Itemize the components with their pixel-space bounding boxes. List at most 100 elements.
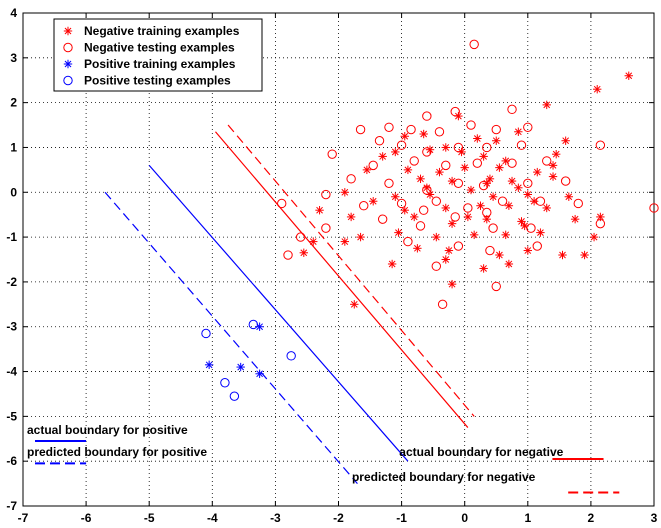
data-point-star [476, 201, 485, 210]
data-point-circle [463, 203, 473, 213]
data-point-star [441, 203, 450, 213]
y-tick-label: 0 [10, 185, 17, 199]
y-tick-label: 2 [10, 96, 17, 110]
data-point-circle [396, 140, 407, 150]
data-point-circle [431, 196, 442, 206]
data-points [201, 39, 659, 401]
data-point-star [391, 192, 400, 201]
x-tick-label: 2 [588, 511, 595, 525]
data-point-star [466, 185, 476, 195]
data-point-circle [482, 207, 492, 218]
data-point-circle [355, 124, 366, 135]
data-point-circle [466, 120, 476, 130]
y-tick-label: 3 [10, 51, 17, 65]
boundary-line [104, 191, 358, 484]
annotation-label: actual boundary for negative [399, 445, 563, 459]
data-point-circle [497, 196, 508, 206]
data-point-star [523, 246, 532, 255]
data-point-circle [283, 250, 293, 260]
data-point-circle [286, 351, 296, 361]
data-point-star [564, 192, 574, 201]
data-point-star [561, 136, 570, 145]
data-point-circle [488, 223, 498, 233]
data-point-star [504, 259, 514, 269]
data-point-circle [526, 223, 536, 233]
x-tick-label: 1 [524, 511, 531, 525]
boundary-line [214, 131, 469, 428]
data-point-star [422, 183, 432, 192]
data-point-star [299, 248, 308, 257]
plot-area [23, 13, 654, 506]
data-point-circle [415, 221, 426, 231]
data-point-star [403, 165, 413, 175]
legend: Negative training examples Negative testi… [53, 18, 263, 92]
y-tick-label: -7 [6, 499, 17, 513]
data-point-circle [409, 156, 419, 166]
data-point-star [416, 174, 425, 184]
data-point-circle [532, 241, 542, 251]
legend-marker-circle [63, 42, 73, 53]
data-point-star [432, 232, 441, 242]
data-point-circle [406, 124, 416, 135]
data-point-star [469, 230, 479, 240]
data-point-circle [491, 281, 501, 292]
data-point-circle [377, 214, 388, 224]
data-point-circle [649, 203, 659, 213]
data-point-star [536, 228, 545, 237]
data-point-circle [384, 178, 394, 189]
data-point-star [441, 255, 450, 264]
legend-entry-label: Negative testing examples [84, 41, 235, 55]
data-point-circle [453, 241, 464, 251]
data-point-circle [485, 245, 495, 256]
data-point-star [501, 230, 510, 240]
data-point-star [340, 237, 350, 246]
data-point-star [517, 217, 526, 226]
data-point-circle [450, 212, 460, 222]
data-point-star [362, 165, 372, 175]
data-point-star [391, 147, 400, 157]
data-point-circle [422, 185, 432, 195]
data-point-circle [535, 196, 546, 206]
x-tick-label: -3 [270, 511, 281, 525]
data-point-star [387, 259, 397, 269]
x-tick-label: -2 [333, 511, 344, 525]
data-point-circle [453, 178, 464, 189]
data-point-star [495, 163, 504, 172]
data-point-star [570, 214, 580, 224]
data-point-star [542, 100, 551, 110]
data-point-circle [482, 142, 492, 153]
data-point-circle [542, 156, 552, 166]
y-tick-label: 4 [10, 6, 17, 20]
data-point-star [410, 212, 419, 222]
data-point-star [485, 174, 495, 184]
data-point-circle [201, 328, 211, 339]
axes: -7 -6 -5 -4 -3 -2 -1 0 1 2 3 -7 -6 -5 -4 -3 -2 -1 0 1 2 3 4 [6, 6, 657, 525]
data-point-star [444, 246, 454, 255]
y-tick-label: -2 [6, 275, 17, 289]
data-point-star [473, 134, 482, 143]
data-point-circle [327, 149, 337, 159]
x-tick-label: 0 [461, 511, 468, 525]
data-point-star [378, 152, 387, 161]
data-point-star [523, 190, 532, 199]
data-point-star [447, 219, 457, 228]
legend-entry-label: Positive testing examples [84, 74, 231, 88]
legend-entry-label: Negative training examples [84, 24, 240, 38]
data-point-star [580, 250, 589, 260]
data-point-circle [346, 174, 356, 184]
data-point-circle [507, 104, 517, 115]
y-tick-label: -5 [6, 409, 17, 423]
x-tick-label: -7 [18, 511, 29, 525]
data-point-star [548, 172, 558, 181]
legend-box [53, 18, 263, 92]
data-point-circle [384, 122, 394, 132]
data-point-circle [560, 176, 571, 186]
data-point-star [514, 183, 523, 192]
data-point-star [369, 197, 378, 206]
data-point-star [529, 197, 539, 206]
legend-marker-star [63, 26, 73, 36]
boundary-lines [104, 124, 475, 484]
data-point-star [413, 244, 422, 253]
y-tick-label: 1 [10, 140, 17, 154]
